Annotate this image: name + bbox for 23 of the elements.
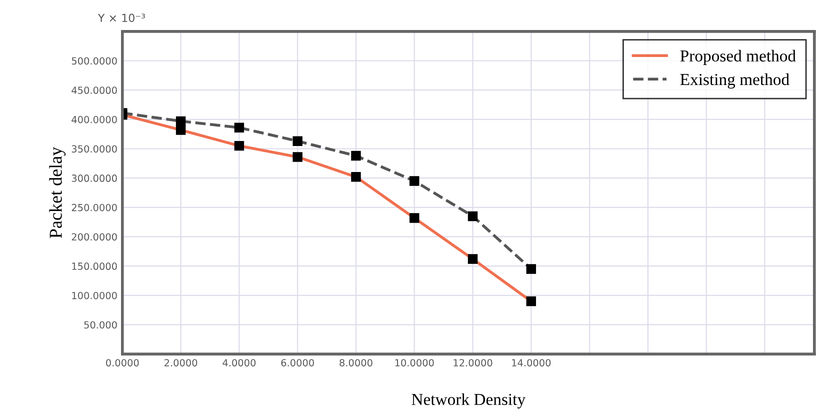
y-tick-label: 100.0000 — [72, 292, 117, 300]
y-axis-title: Packet delay — [49, 146, 66, 238]
y-tick-label: 150.0000 — [72, 262, 117, 270]
y-tick-label: 450.0000 — [72, 86, 117, 94]
x-tick-label: 6.0000 — [281, 359, 314, 366]
y-tick-label: 300.0000 — [72, 174, 117, 182]
x-tick-label: 14.0000 — [512, 359, 551, 366]
y-tick-label: 400.0000 — [72, 116, 117, 124]
x-axis-title: Network Density — [412, 393, 526, 408]
y-tick-label: 350.0000 — [72, 145, 117, 153]
legend-label: Existing method — [680, 73, 790, 89]
y-tick-label: 200.0000 — [72, 233, 117, 241]
y-tick-label: 500.0000 — [72, 57, 117, 65]
x-tick-label: 10.0000 — [395, 359, 434, 366]
x-tick-label: 2.0000 — [164, 359, 198, 366]
x-tick-label: 8.0000 — [340, 359, 372, 366]
x-tick-label: 0.0000 — [106, 359, 139, 366]
text: Y × 10⁻³ — [98, 14, 145, 22]
y-tick-label: 250.0000 — [72, 204, 117, 212]
x-tick-label: 12.0000 — [454, 359, 492, 366]
y-tick-label: 50.000 — [84, 321, 117, 329]
x-tick-label: 4.0000 — [222, 359, 256, 366]
legend-label: Proposed method — [680, 50, 796, 65]
